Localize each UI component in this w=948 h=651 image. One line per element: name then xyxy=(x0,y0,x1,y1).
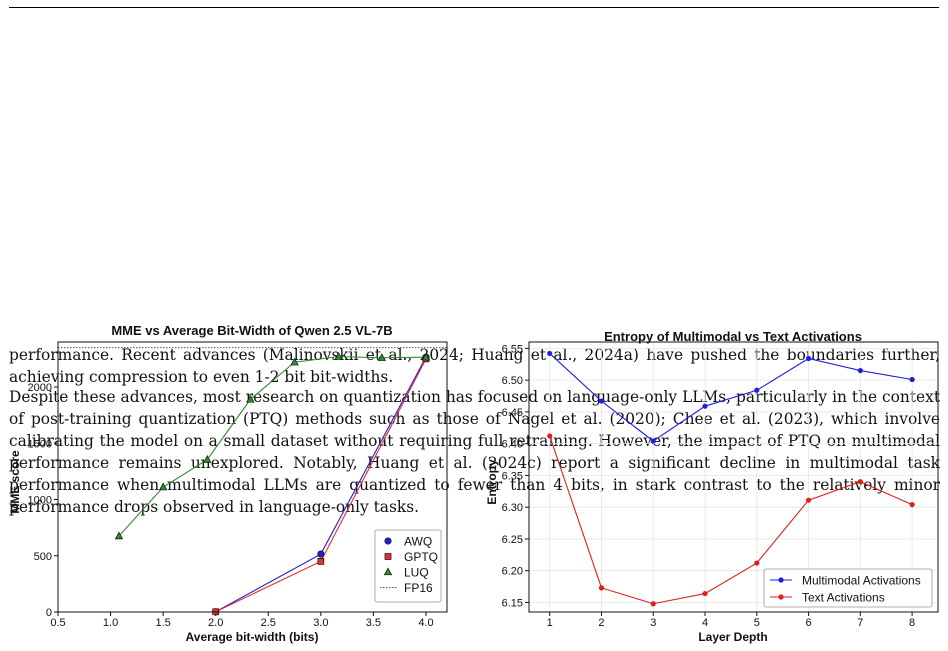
data-point-luq xyxy=(334,352,343,360)
data-point-text xyxy=(547,433,553,439)
x-tick-label: 4.0 xyxy=(418,617,433,629)
chart-mme-vs-bitwidth: MME vs Average Bit-Width of Qwen 2.5 VL-… xyxy=(8,323,448,644)
data-point-luq xyxy=(421,352,431,361)
y-tick-label: 500 xyxy=(34,551,52,563)
x-tick-label: 2 xyxy=(598,617,604,629)
data-point-luq xyxy=(290,357,299,366)
legend-label: Multimodal Activations xyxy=(802,574,921,588)
y-tick-label: 6.55 xyxy=(502,343,523,355)
x-tick-label: 0.5 xyxy=(50,617,65,629)
x-tick-label: 4 xyxy=(702,617,708,629)
data-point-text xyxy=(857,479,863,485)
data-point-luq xyxy=(246,394,255,403)
data-point-gptq xyxy=(317,558,325,565)
x-tick-label: 7 xyxy=(857,617,863,629)
y-tick-label: 0 xyxy=(46,607,52,619)
series-line-luq xyxy=(118,356,426,537)
data-point-multimodal xyxy=(650,438,656,444)
y-tick-label: 6.45 xyxy=(502,407,523,419)
data-point-luq xyxy=(377,353,387,361)
data-point-luq xyxy=(114,531,124,540)
chart-title: MME vs Average Bit-Width of Qwen 2.5 VL-… xyxy=(111,323,392,338)
y-tick-label: 6.35 xyxy=(502,470,523,482)
data-point-multimodal xyxy=(909,376,915,383)
data-point-text xyxy=(805,497,812,503)
legend-marker-text xyxy=(778,594,784,600)
legend-label: AWQ xyxy=(404,535,432,549)
data-point-awq xyxy=(317,550,325,558)
x-tick-label: 2.0 xyxy=(208,617,223,629)
legend-marker-luq xyxy=(383,567,393,576)
data-point-multimodal xyxy=(547,350,553,357)
data-point-text xyxy=(650,601,656,607)
data-point-multimodal xyxy=(805,355,812,362)
y-tick-label: 6.25 xyxy=(502,534,523,546)
data-point-text xyxy=(702,590,708,597)
x-tick-label: 8 xyxy=(909,617,915,629)
x-axis-label: Layer Depth xyxy=(698,630,767,644)
x-tick-label: 3 xyxy=(650,617,656,629)
y-tick-label: 2000 xyxy=(28,382,52,394)
x-tick-label: 2.5 xyxy=(261,617,276,629)
legend-marker-gptq xyxy=(384,553,392,560)
y-axis-label: MME score xyxy=(8,450,22,514)
series-line-text xyxy=(549,435,913,605)
plot-frame xyxy=(528,341,939,613)
x-tick-label: 6 xyxy=(806,617,812,629)
y-tick-label: 6.40 xyxy=(502,439,523,451)
y-tick-label: 6.50 xyxy=(502,375,523,387)
chart-entropy: Entropy of Multimodal vs Text Activation… xyxy=(485,329,939,644)
data-point-text xyxy=(754,560,760,566)
paragraph-2: Despite these advances, most research on… xyxy=(9,388,940,516)
data-point-multimodal xyxy=(857,367,863,374)
x-tick-label: 1 xyxy=(547,617,553,629)
series-line-multimodal xyxy=(549,353,913,442)
y-tick-label: 6.15 xyxy=(502,597,523,609)
data-point-luq xyxy=(203,455,212,463)
data-point-text xyxy=(598,585,605,591)
legend-label: Text Activations xyxy=(802,591,885,605)
data-point-luq xyxy=(158,482,168,491)
x-tick-label: 5 xyxy=(754,617,760,629)
x-tick-label: 3.5 xyxy=(366,617,381,629)
plot-frame xyxy=(57,341,448,613)
y-tick-label: 1000 xyxy=(28,495,52,507)
y-axis-label: Entropy xyxy=(485,459,499,505)
paragraph-1: performance. Recent advances (Malinovski… xyxy=(9,346,940,386)
y-tick-label: 6.30 xyxy=(502,502,523,514)
header-rule xyxy=(9,7,939,8)
data-point-multimodal xyxy=(702,403,708,409)
x-tick-label: 1.5 xyxy=(155,617,170,629)
data-point-multimodal xyxy=(598,398,605,404)
x-tick-label: 1.0 xyxy=(103,617,118,629)
x-tick-label: 3.0 xyxy=(313,617,328,629)
chart-title: Entropy of Multimodal vs Text Activation… xyxy=(604,329,862,344)
legend-box xyxy=(763,568,933,608)
legend-label: FP16 xyxy=(404,581,433,595)
legend-marker-awq xyxy=(384,537,392,545)
legend-marker-multimodal xyxy=(778,577,784,583)
legend-label: LUQ xyxy=(404,566,429,580)
data-point-multimodal xyxy=(754,387,760,393)
legend-box xyxy=(374,529,442,603)
data-point-text xyxy=(909,502,915,508)
y-tick-label: 1500 xyxy=(28,438,52,450)
x-axis-label: Average bit-width (bits) xyxy=(186,630,319,644)
y-tick-label: 6.20 xyxy=(502,566,523,578)
legend-label: GPTQ xyxy=(404,550,438,564)
legend: Multimodal Activations Text Activations xyxy=(763,568,933,608)
